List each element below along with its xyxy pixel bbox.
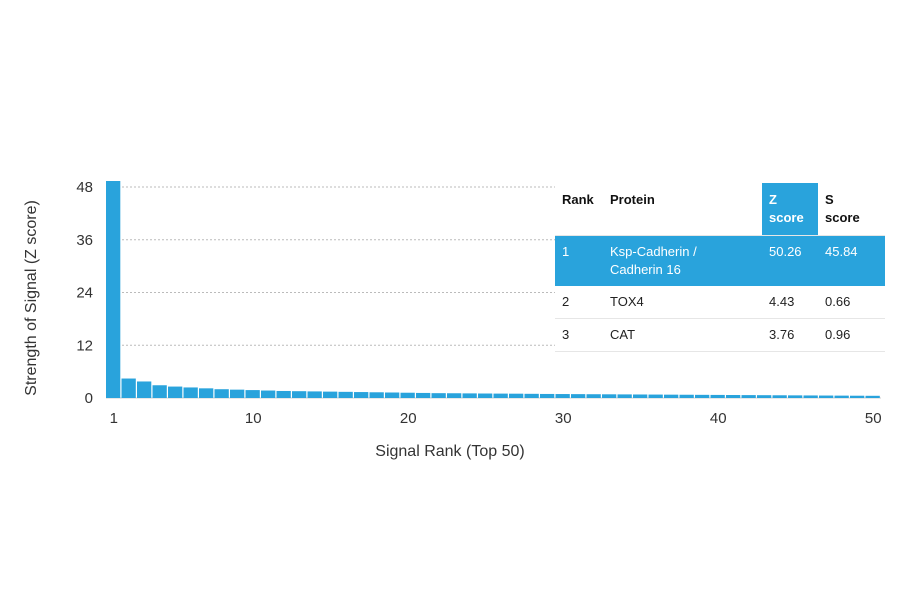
x-tick-label: 50 — [865, 410, 882, 427]
bar-rank-31 — [571, 394, 586, 398]
header-s-line2: score — [825, 210, 860, 225]
y-tick-label: 12 — [76, 337, 93, 354]
table-header-row: Rank Protein Z score S score — [555, 183, 885, 236]
bar-rank-39 — [695, 394, 710, 398]
bar-rank-32 — [586, 394, 601, 398]
bar-rank-34 — [617, 394, 632, 398]
bar-rank-35 — [633, 394, 648, 398]
bar-rank-44 — [772, 395, 787, 398]
bar-rank-7 — [199, 388, 214, 398]
y-tick-label: 24 — [76, 285, 93, 302]
cell-s-score: 0.96 — [818, 318, 885, 352]
bar-rank-1 — [106, 181, 121, 398]
cell-z-score: 3.76 — [762, 318, 818, 352]
bar-rank-5 — [168, 386, 183, 398]
bar-rank-50 — [865, 395, 880, 398]
bar-rank-4 — [152, 385, 167, 398]
bar-rank-48 — [834, 395, 849, 398]
bar-rank-9 — [230, 389, 245, 398]
y-tick-label: 0 — [85, 390, 93, 407]
header-protein: Protein — [610, 192, 655, 207]
x-tick-label: 30 — [555, 410, 572, 427]
cell-z-score: 4.43 — [762, 286, 818, 319]
cell-protein: Ksp-Cadherin / Cadherin 16 — [603, 235, 762, 286]
bar-rank-42 — [741, 395, 756, 398]
bar-rank-20 — [400, 392, 415, 398]
bar-rank-29 — [540, 393, 555, 398]
y-tick-label: 36 — [76, 232, 93, 249]
cell-s-score: 0.66 — [818, 286, 885, 319]
bar-rank-26 — [493, 393, 508, 398]
table-row: 2 TOX4 4.43 0.66 — [555, 286, 885, 319]
cell-s-score: 45.84 — [818, 235, 885, 286]
bar-rank-43 — [757, 395, 772, 398]
x-tick-label: 40 — [710, 410, 727, 427]
bar-rank-10 — [245, 390, 260, 398]
cell-protein: TOX4 — [603, 286, 762, 319]
bar-rank-38 — [679, 394, 694, 398]
bar-rank-15 — [323, 391, 338, 398]
bar-rank-6 — [183, 387, 198, 398]
x-tick-label: 10 — [245, 410, 262, 427]
bar-rank-23 — [447, 393, 462, 398]
y-axis-ticks: 0 12 24 36 48 — [76, 179, 93, 407]
cell-protein-line2: Cadherin 16 — [610, 262, 681, 277]
bar-rank-27 — [509, 393, 524, 398]
bar-rank-33 — [602, 394, 617, 398]
y-tick-label: 48 — [76, 179, 93, 196]
bar-rank-37 — [664, 394, 679, 398]
bar-rank-30 — [555, 394, 570, 398]
x-axis-ticks: 1 10 20 30 40 50 — [110, 410, 882, 427]
cell-z-score: 50.26 — [762, 235, 818, 286]
bar-rank-14 — [307, 391, 322, 398]
header-rank: Rank — [562, 192, 594, 207]
bar-rank-16 — [338, 391, 353, 398]
header-z-line2: score — [769, 210, 804, 225]
header-s-score: S score — [818, 183, 885, 236]
header-s-line1: S — [825, 192, 834, 207]
bar-rank-28 — [524, 393, 539, 398]
table-row: 1 Ksp-Cadherin / Cadherin 16 50.26 45.84 — [555, 235, 885, 286]
y-axis-title: Strength of Signal (Z score) — [23, 200, 40, 396]
bar-rank-13 — [292, 391, 307, 398]
bar-rank-21 — [416, 392, 431, 398]
bar-rank-18 — [369, 392, 384, 398]
bar-rank-25 — [478, 393, 493, 398]
x-tick-label: 20 — [400, 410, 417, 427]
bar-rank-2 — [121, 378, 136, 398]
bar-rank-3 — [137, 381, 152, 398]
bar-rank-45 — [788, 395, 803, 398]
bar-rank-12 — [276, 390, 291, 398]
x-tick-label: 1 — [110, 410, 118, 427]
x-axis-title: Signal Rank (Top 50) — [375, 443, 524, 460]
cell-protein: CAT — [603, 318, 762, 352]
header-z-score: Z score — [762, 183, 818, 236]
header-z-line1: Z — [769, 192, 777, 207]
bar-rank-11 — [261, 390, 276, 398]
cell-rank: 1 — [555, 235, 603, 286]
bar-rank-40 — [710, 394, 725, 398]
bar-rank-36 — [648, 394, 663, 398]
bar-rank-46 — [803, 395, 818, 398]
table-row: 3 CAT 3.76 0.96 — [555, 318, 885, 352]
score-table: Rank Protein Z score S score 1 Ksp-Cadhe… — [555, 183, 885, 352]
bar-rank-41 — [726, 395, 741, 398]
bar-rank-49 — [850, 395, 865, 398]
bar-rank-17 — [354, 392, 369, 398]
cell-rank: 2 — [555, 286, 603, 319]
bar-rank-8 — [214, 389, 229, 398]
bar-rank-19 — [385, 392, 400, 398]
cell-rank: 3 — [555, 318, 603, 352]
bar-rank-22 — [431, 393, 446, 398]
bars — [106, 181, 880, 398]
bar-rank-24 — [462, 393, 477, 398]
cell-protein-line1: Ksp-Cadherin / — [610, 244, 697, 259]
bar-rank-47 — [819, 395, 834, 398]
